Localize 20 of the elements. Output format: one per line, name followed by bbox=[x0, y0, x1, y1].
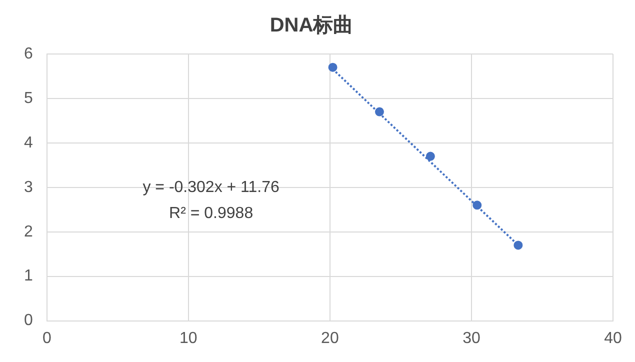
y-tick-label: 5 bbox=[24, 90, 33, 107]
annotation: R² = 0.9988 bbox=[169, 204, 254, 222]
y-tick-label: 2 bbox=[24, 223, 33, 240]
y-tick-label: 0 bbox=[24, 312, 33, 330]
x-tick-label: 20 bbox=[321, 330, 339, 347]
point bbox=[514, 240, 523, 250]
chart-title: DNA标曲 bbox=[270, 14, 354, 37]
x-tick-label: 0 bbox=[42, 330, 52, 347]
y-tick-label: 1 bbox=[24, 268, 33, 285]
point bbox=[328, 62, 338, 72]
y-tick-label: 4 bbox=[24, 134, 33, 152]
y-tick-label: 3 bbox=[24, 178, 33, 196]
y-tick-label: 6 bbox=[24, 45, 33, 62]
annotation: y = -0.302x + 11.76 bbox=[142, 178, 280, 196]
point bbox=[374, 107, 384, 116]
point bbox=[472, 200, 482, 210]
x-tick-label: 30 bbox=[462, 330, 480, 347]
x-tick-label: 40 bbox=[604, 330, 622, 347]
point bbox=[426, 152, 435, 161]
x-tick-label: 10 bbox=[180, 330, 198, 347]
